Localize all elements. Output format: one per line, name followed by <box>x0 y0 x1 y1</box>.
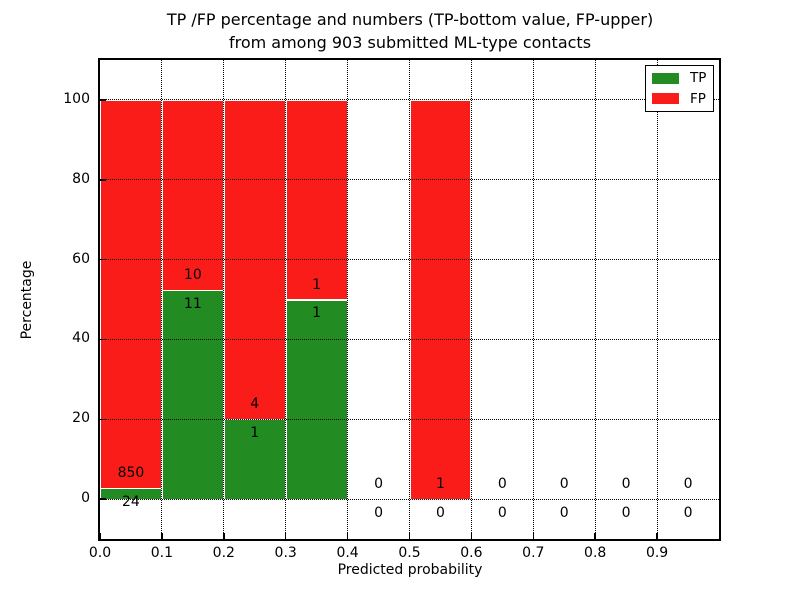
gridline-x-0.1 <box>161 60 163 539</box>
bar-label-tp-0: 24 <box>122 493 140 510</box>
y-tick-100 <box>100 99 106 101</box>
chart-title: TP /FP percentage and numbers (TP-bottom… <box>100 8 720 54</box>
gridline-x-0.6 <box>470 60 472 539</box>
gridline-y-0 <box>100 498 719 500</box>
y-tick-80 <box>100 179 106 181</box>
x-tick-label-0.1: 0.1 <box>150 545 174 561</box>
chart-title-line-2: from among 903 submitted ML-type contact… <box>228 33 592 52</box>
x-tick-0.6 <box>470 533 473 539</box>
x-tick-label-0.3: 0.3 <box>274 545 297 561</box>
gridline-y-60 <box>100 259 719 261</box>
x-tick-label-0.4: 0.4 <box>336 545 359 561</box>
bar-label-fp-7: 0 <box>559 476 569 493</box>
bar-label-fp-9: 0 <box>683 476 693 493</box>
bar-label-fp-2: 4 <box>250 396 260 413</box>
y-tick-label-40: 40 <box>72 330 90 347</box>
y-tick-20 <box>100 418 106 420</box>
x-tick-0.3 <box>284 533 287 539</box>
y-tick-label-20: 20 <box>72 410 90 427</box>
chart-title-line-1: TP /FP percentage and numbers (TP-bottom… <box>166 10 654 29</box>
y-tick-label-0: 0 <box>81 490 90 507</box>
y-axis-label: Percentage <box>19 260 35 340</box>
gridline-x-0.3 <box>285 60 287 539</box>
bar-label-fp-3: 1 <box>312 276 322 293</box>
bar-label-tp-5: 0 <box>435 504 445 521</box>
bar-label-fp-0: 850 <box>117 465 145 482</box>
y-tick-0 <box>100 498 106 500</box>
gridline-y-100 <box>100 99 719 101</box>
x-tick-0.5 <box>408 533 411 539</box>
bar-fp-3 <box>285 99 348 300</box>
x-tick-label-0.6: 0.6 <box>460 545 483 561</box>
y-tick-label-100: 100 <box>63 90 90 107</box>
x-tick-label-0.9: 0.9 <box>645 545 669 561</box>
x-tick-label-0.0: 0.0 <box>88 545 112 561</box>
x-tick-0.8 <box>594 533 596 539</box>
x-tick-0.7 <box>532 533 535 539</box>
x-tick-label-0.7: 0.7 <box>522 545 545 561</box>
legend-swatch-fp-icon <box>652 93 679 105</box>
y-tick-label-60: 60 <box>72 250 90 267</box>
y-tick-40 <box>100 338 106 341</box>
bar-label-fp-6: 0 <box>497 476 507 493</box>
bar-label-tp-6: 0 <box>497 504 507 521</box>
x-tick-0 <box>99 533 101 539</box>
legend-item-tp: TP <box>650 70 709 86</box>
bar-fp-1 <box>161 99 224 290</box>
bar-label-fp-5: 1 <box>435 476 445 493</box>
legend-label-tp: TP <box>690 70 707 87</box>
legend: TP FP <box>645 65 714 112</box>
x-tick-0.9 <box>656 533 658 539</box>
x-axis-label: Predicted probability <box>337 562 483 578</box>
x-tick-label-0.8: 0.8 <box>584 545 607 561</box>
bar-label-tp-4: 0 <box>374 504 384 521</box>
bar-label-tp-9: 0 <box>683 504 693 521</box>
gridline-y-40 <box>100 338 719 340</box>
bar-label-fp-8: 0 <box>621 476 631 493</box>
legend-swatch-tp-icon <box>652 72 679 84</box>
bar-label-tp-2: 1 <box>250 424 260 441</box>
gridline-x-0.2 <box>223 60 225 539</box>
bar-tp-3 <box>285 299 348 500</box>
y-tick-60 <box>100 258 106 261</box>
gridline-x-0.7 <box>532 60 534 539</box>
legend-label-fp: FP <box>690 90 706 107</box>
gridline-x-0.9 <box>656 60 658 539</box>
bar-label-tp-1: 11 <box>183 295 202 312</box>
bar-label-fp-1: 10 <box>183 267 202 284</box>
bar-label-tp-8: 0 <box>621 504 631 521</box>
bar-fp-5 <box>409 99 472 500</box>
legend-item-fp: FP <box>650 91 709 107</box>
gridline-y-80 <box>100 179 719 181</box>
bar-label-tp-3: 1 <box>312 305 322 322</box>
bar-label-tp-7: 0 <box>559 504 569 521</box>
bar-tp-1 <box>161 289 224 500</box>
gridline-x-0.4 <box>347 60 349 539</box>
x-tick-0.4 <box>346 533 349 539</box>
x-tick-label-0.2: 0.2 <box>212 545 235 561</box>
x-tick-label-0.5: 0.5 <box>398 545 421 561</box>
bar-fp-0 <box>100 99 162 489</box>
x-tick-0.1 <box>161 533 163 539</box>
bar-label-fp-4: 0 <box>374 476 384 493</box>
gridline-x-0.5 <box>409 60 410 539</box>
gridline-y-20 <box>100 418 719 420</box>
gridline-x-0.8 <box>594 60 596 539</box>
x-tick-0.2 <box>223 533 225 539</box>
y-tick-label-80: 80 <box>72 170 90 187</box>
